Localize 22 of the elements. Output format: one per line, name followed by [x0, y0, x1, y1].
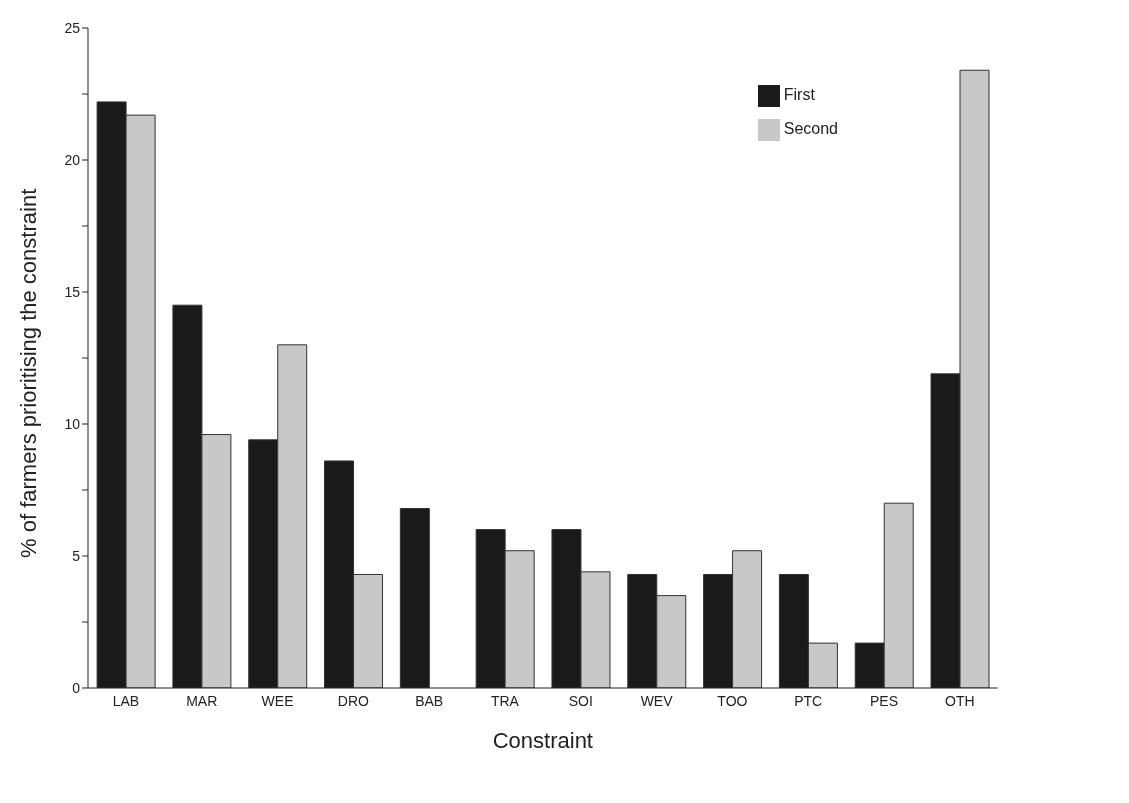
x-tick-label: MAR — [186, 692, 218, 709]
y-axis-title: % of farmers prioritising the constraint — [15, 188, 41, 558]
x-axis-title: Constraint — [492, 728, 594, 753]
y-tick-label: 20 — [64, 151, 81, 168]
x-tick-label: DRO — [337, 692, 369, 709]
x-tick-label: TOO — [717, 692, 748, 709]
x-tick-label: WEE — [261, 692, 294, 709]
x-tick-label: BAB — [415, 692, 444, 709]
x-tick-label: LAB — [112, 692, 140, 709]
legend-label: First — [783, 86, 815, 103]
x-tick-label: WEV — [640, 692, 674, 709]
x-tick-label: PES — [870, 692, 899, 709]
y-tick-label: 5 — [72, 547, 81, 564]
y-tick-label: 10 — [64, 415, 81, 432]
x-tick-label: TRA — [490, 692, 520, 709]
y-tick-label: 0 — [72, 679, 81, 696]
x-tick-label: OTH — [945, 692, 975, 709]
x-tick-label: PTC — [794, 692, 823, 709]
y-tick-label: 25 — [64, 19, 81, 36]
y-tick-label: 15 — [64, 283, 81, 300]
legend-label: Second — [783, 120, 838, 137]
x-tick-label: SOI — [568, 692, 593, 709]
